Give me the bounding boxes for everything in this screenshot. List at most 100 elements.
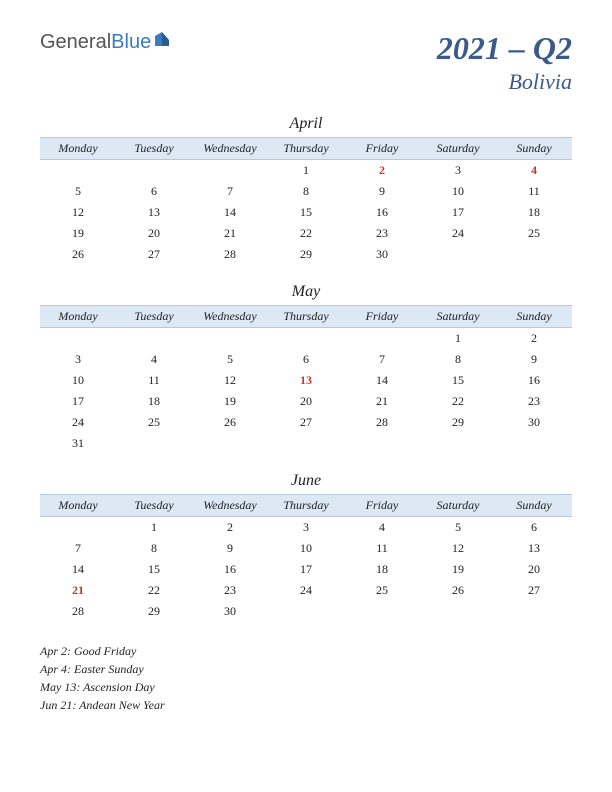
calendar-cell: 12 — [40, 202, 116, 223]
calendar-cell: 29 — [268, 244, 344, 265]
calendar-cell — [344, 601, 420, 622]
calendar-cell: 11 — [344, 538, 420, 559]
holiday-list: Apr 2: Good FridayApr 4: Easter SundayMa… — [40, 642, 572, 714]
calendar-cell: 5 — [40, 181, 116, 202]
calendar-row: 19202122232425 — [40, 223, 572, 244]
holiday-item: Apr 4: Easter Sunday — [40, 660, 572, 678]
calendar-row: 31 — [40, 433, 572, 454]
calendar-row: 21222324252627 — [40, 580, 572, 601]
calendar-table: MondayTuesdayWednesdayThursdayFridaySatu… — [40, 305, 572, 454]
calendar-cell: 11 — [496, 181, 572, 202]
day-header: Saturday — [420, 138, 496, 160]
month-section: MayMondayTuesdayWednesdayThursdayFridayS… — [40, 283, 572, 454]
calendar-cell: 16 — [192, 559, 268, 580]
calendar-cell: 26 — [420, 580, 496, 601]
calendar-cell: 28 — [192, 244, 268, 265]
day-header: Monday — [40, 306, 116, 328]
day-header: Thursday — [268, 306, 344, 328]
calendar-cell: 20 — [496, 559, 572, 580]
holiday-item: Jun 21: Andean New Year — [40, 696, 572, 714]
day-header: Monday — [40, 138, 116, 160]
calendar-cell: 17 — [40, 391, 116, 412]
calendar-cell: 18 — [116, 391, 192, 412]
calendar-cell: 30 — [344, 244, 420, 265]
title-block: 2021 – Q2 Bolivia — [437, 30, 572, 95]
calendar-cell: 23 — [344, 223, 420, 244]
calendar-cell: 25 — [116, 412, 192, 433]
calendar-cell: 29 — [420, 412, 496, 433]
calendar-cell: 2 — [496, 328, 572, 350]
calendar-cell: 22 — [116, 580, 192, 601]
calendar-cell: 7 — [192, 181, 268, 202]
calendar-cell: 23 — [496, 391, 572, 412]
calendar-cell: 30 — [192, 601, 268, 622]
calendar-cell — [420, 433, 496, 454]
day-header: Thursday — [268, 495, 344, 517]
calendar-row: 3456789 — [40, 349, 572, 370]
calendar-cell: 24 — [40, 412, 116, 433]
calendar-cell — [496, 433, 572, 454]
calendar-cell: 21 — [344, 391, 420, 412]
calendar-cell: 23 — [192, 580, 268, 601]
calendar-cell — [420, 601, 496, 622]
calendar-cell: 3 — [40, 349, 116, 370]
calendar-row: 17181920212223 — [40, 391, 572, 412]
logo-text-general: General — [40, 31, 111, 54]
calendar-row: 123456 — [40, 517, 572, 539]
calendar-cell: 31 — [40, 433, 116, 454]
calendar-row: 78910111213 — [40, 538, 572, 559]
day-header: Friday — [344, 138, 420, 160]
calendar-cell: 5 — [192, 349, 268, 370]
calendar-cell: 1 — [116, 517, 192, 539]
sub-title: Bolivia — [437, 69, 572, 95]
calendar-cell: 28 — [40, 601, 116, 622]
calendar-cell: 21 — [40, 580, 116, 601]
calendar-cell — [344, 433, 420, 454]
calendar-cell: 24 — [268, 580, 344, 601]
calendar-cell: 17 — [420, 202, 496, 223]
calendar-cell: 12 — [420, 538, 496, 559]
calendar-row: 24252627282930 — [40, 412, 572, 433]
calendar-cell: 18 — [344, 559, 420, 580]
calendar-cell: 8 — [420, 349, 496, 370]
calendar-cell: 13 — [496, 538, 572, 559]
day-header: Sunday — [496, 306, 572, 328]
logo-icon — [153, 30, 171, 54]
calendar-cell: 21 — [192, 223, 268, 244]
calendar-cell: 30 — [496, 412, 572, 433]
month-section: JuneMondayTuesdayWednesdayThursdayFriday… — [40, 472, 572, 622]
calendar-cell: 8 — [268, 181, 344, 202]
day-header: Saturday — [420, 306, 496, 328]
calendar-cell: 29 — [116, 601, 192, 622]
calendar-cell: 2 — [192, 517, 268, 539]
month-name: April — [40, 115, 572, 133]
calendar-cell: 4 — [496, 160, 572, 182]
calendar-cell: 16 — [344, 202, 420, 223]
calendar-cell — [496, 601, 572, 622]
calendar-cell — [268, 433, 344, 454]
day-header: Monday — [40, 495, 116, 517]
calendar-cell: 24 — [420, 223, 496, 244]
calendar-cell: 4 — [116, 349, 192, 370]
calendar-cell: 3 — [420, 160, 496, 182]
calendar-cell: 18 — [496, 202, 572, 223]
day-header: Thursday — [268, 138, 344, 160]
day-header: Friday — [344, 495, 420, 517]
header: GeneralBlue 2021 – Q2 Bolivia — [40, 30, 572, 95]
calendar-cell — [496, 244, 572, 265]
holiday-item: May 13: Ascension Day — [40, 678, 572, 696]
logo-text-blue: Blue — [111, 31, 151, 54]
calendar-cell: 7 — [40, 538, 116, 559]
holiday-item: Apr 2: Good Friday — [40, 642, 572, 660]
day-header: Saturday — [420, 495, 496, 517]
calendar-cell: 9 — [192, 538, 268, 559]
calendar-cell: 6 — [496, 517, 572, 539]
calendar-cell: 26 — [40, 244, 116, 265]
calendar-cell: 28 — [344, 412, 420, 433]
calendar-table: MondayTuesdayWednesdayThursdayFridaySatu… — [40, 494, 572, 622]
calendar-cell — [116, 433, 192, 454]
calendar-cell — [192, 160, 268, 182]
main-title: 2021 – Q2 — [437, 30, 572, 67]
calendar-cell: 1 — [268, 160, 344, 182]
calendar-row: 14151617181920 — [40, 559, 572, 580]
